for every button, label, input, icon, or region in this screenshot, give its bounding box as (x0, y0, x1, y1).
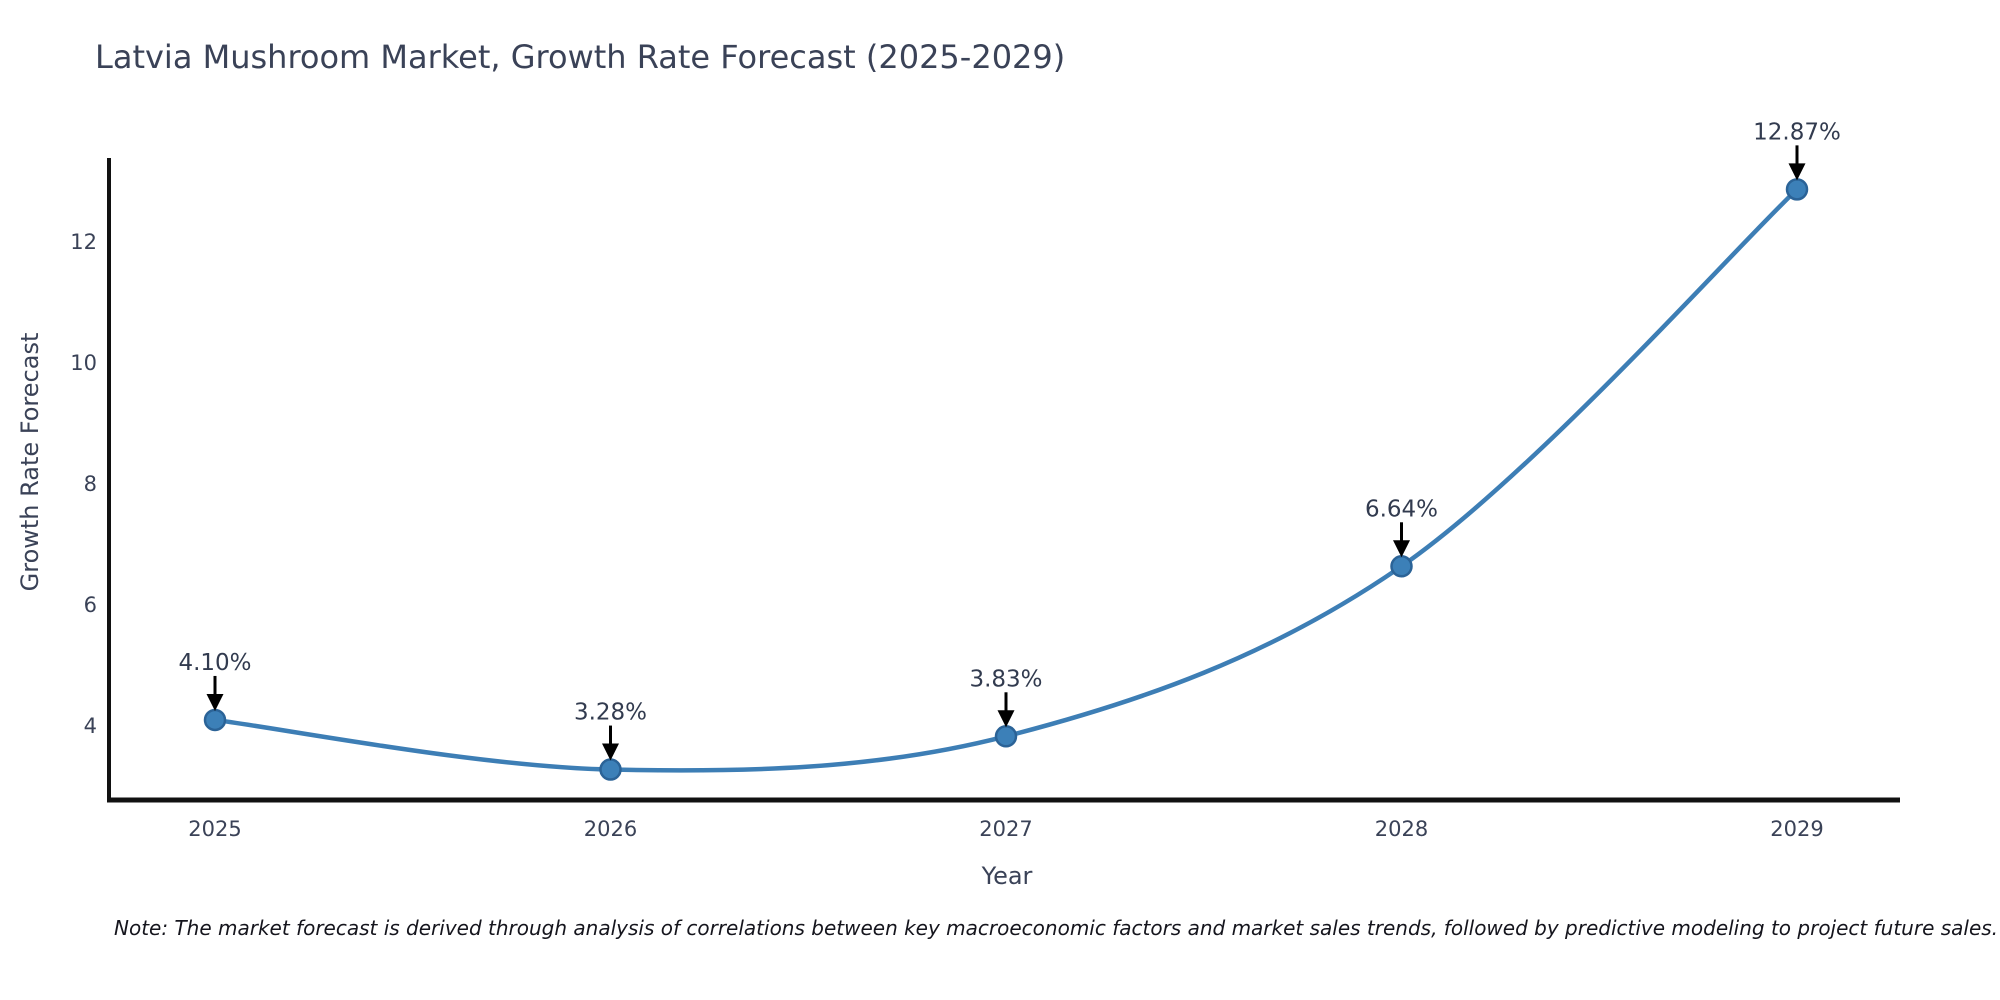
y-tick-label: 10 (70, 351, 97, 375)
annotation-arrow-head (1393, 540, 1410, 558)
annotation-arrow-head (602, 743, 619, 761)
annotation-label: 3.83% (969, 666, 1042, 692)
x-tick-label: 2029 (1770, 817, 1823, 841)
data-point-marker (994, 725, 1018, 748)
annotation-label: 6.64% (1365, 496, 1438, 522)
annotation-arrow-head (997, 710, 1015, 728)
x-tick-label: 2025 (188, 817, 241, 841)
x-tick-label: 2027 (979, 817, 1032, 841)
annotation-arrow-head (206, 693, 224, 711)
y-tick-label: 8 (84, 472, 97, 496)
annotation-arrow-head (1788, 163, 1806, 181)
x-tick-label: 2028 (1375, 817, 1428, 841)
chart-title: Latvia Mushroom Market, Growth Rate Fore… (95, 38, 1066, 76)
y-tick-label: 12 (70, 230, 97, 254)
line-series (212, 187, 1800, 773)
data-point-marker (599, 758, 622, 781)
x-tick-label: 2026 (584, 817, 637, 841)
data-point-marker (1390, 555, 1413, 578)
x-axis-label: Year (981, 862, 1033, 890)
data-point-marker (1785, 178, 1809, 201)
footnote: Note: The market forecast is derived thr… (114, 916, 1999, 940)
y-tick-label: 4 (84, 714, 97, 738)
annotation-label: 3.28% (574, 700, 647, 726)
y-tick-label: 6 (84, 593, 97, 617)
annotation-label: 12.87% (1753, 119, 1841, 145)
annotation-label: 4.10% (178, 650, 251, 676)
data-point-marker (203, 708, 227, 732)
